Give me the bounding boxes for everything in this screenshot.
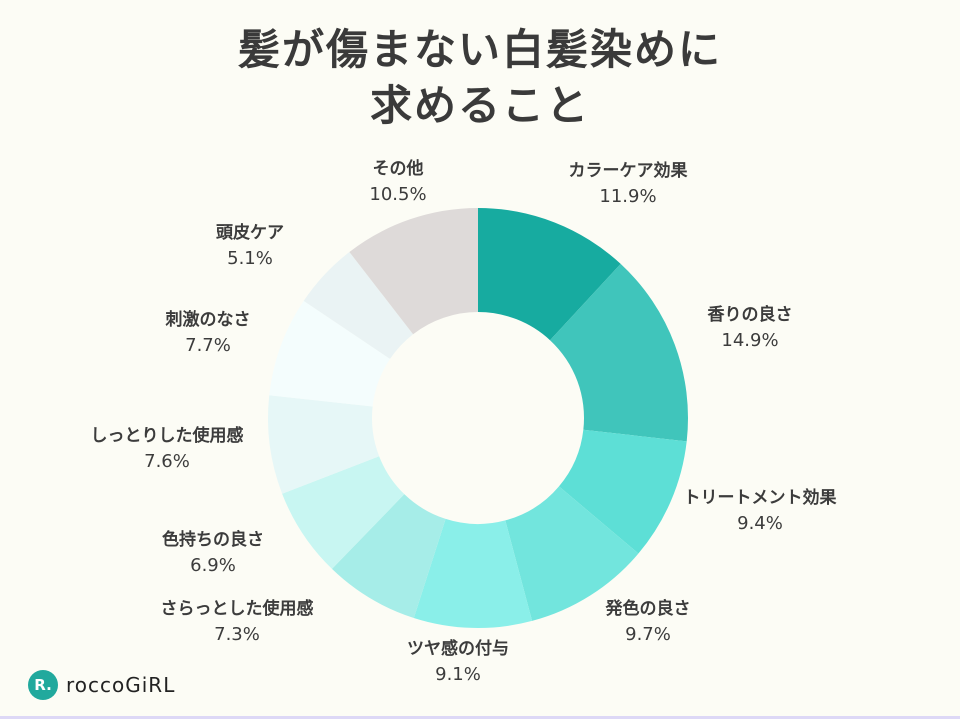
logo-mark-icon: R. xyxy=(28,670,58,700)
slice-label: 発色の良さ 9.7% xyxy=(606,596,691,648)
slice-label: ツヤ感の付与 9.1% xyxy=(407,636,509,688)
slice-value: 6.9% xyxy=(190,555,236,576)
slice-category: トリートメント効果 xyxy=(683,488,837,508)
slice-10 xyxy=(303,251,414,359)
slice-value: 11.9% xyxy=(599,186,657,207)
slice-value: 9.4% xyxy=(737,513,783,534)
slice-8 xyxy=(268,395,380,494)
slice-6 xyxy=(331,494,446,618)
slice-category: カラーケア効果 xyxy=(568,161,688,181)
slice-1 xyxy=(478,208,621,341)
slice-category: 発色の良さ xyxy=(605,599,691,619)
slice-value: 10.5% xyxy=(369,184,427,205)
slice-value: 9.1% xyxy=(435,664,481,685)
slice-3 xyxy=(558,429,687,554)
logo-text: roccoGiRL xyxy=(66,673,176,697)
slice-label: 刺激のなさ 7.7% xyxy=(166,307,251,359)
slice-value: 5.1% xyxy=(227,248,273,269)
slice-value: 9.7% xyxy=(625,624,671,645)
slice-category: 香りの良さ xyxy=(707,305,793,325)
title-line-1: 髪が傷まない白髪染めに xyxy=(237,25,722,74)
slice-7 xyxy=(282,456,405,569)
slice-label: 香りの良さ 14.9% xyxy=(708,302,793,354)
slice-value: 7.3% xyxy=(214,624,260,645)
logo: R. roccoGiRL xyxy=(28,670,175,700)
slice-label: 頭皮ケア 5.1% xyxy=(216,220,284,272)
slice-label: トリートメント効果 9.4% xyxy=(684,485,837,537)
slice-label: 色持ちの良さ 6.9% xyxy=(162,527,264,579)
slice-category: しっとりした使用感 xyxy=(90,426,244,446)
title-line-2: 求めること xyxy=(369,81,590,130)
slice-4 xyxy=(505,486,639,621)
slice-value: 14.9% xyxy=(721,330,779,351)
bottom-divider xyxy=(0,716,960,719)
slice-category: その他 xyxy=(372,159,424,179)
slice-5 xyxy=(413,518,533,629)
slice-category: 色持ちの良さ xyxy=(162,530,264,550)
slice-label: しっとりした使用感 7.6% xyxy=(91,423,244,475)
slice-category: ツヤ感の付与 xyxy=(407,639,509,659)
slice-category: 刺激のなさ xyxy=(165,310,251,330)
slice-label: カラーケア効果 11.9% xyxy=(569,158,688,210)
slice-label: さらっとした使用感 7.3% xyxy=(161,596,314,648)
slice-11 xyxy=(349,208,478,335)
slice-value: 7.6% xyxy=(144,451,190,472)
slice-value: 7.7% xyxy=(185,335,231,356)
chart-title: 髪が傷まない白髪染めに 求めること xyxy=(0,22,960,134)
slice-category: さらっとした使用感 xyxy=(160,599,314,619)
slice-label: その他 10.5% xyxy=(369,156,426,208)
slice-9 xyxy=(269,300,391,407)
slice-2 xyxy=(550,263,689,442)
slice-category: 頭皮ケア xyxy=(216,223,284,243)
